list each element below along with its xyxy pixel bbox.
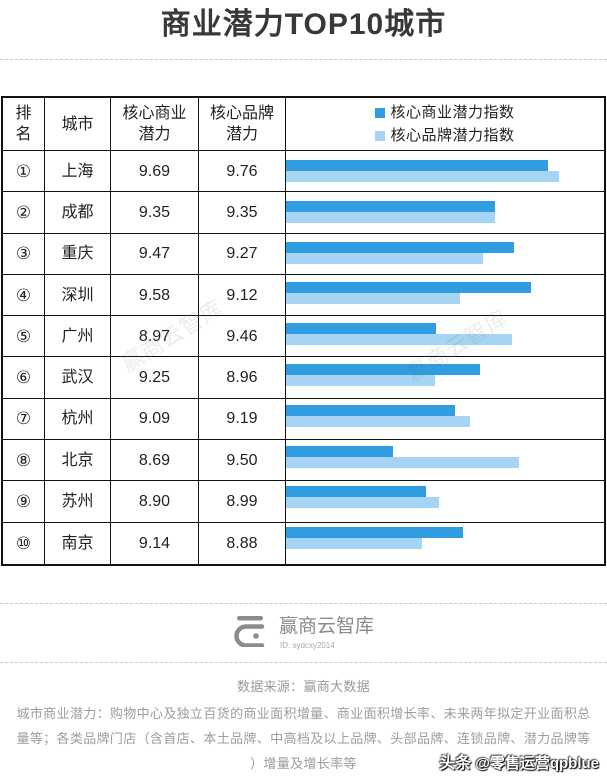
- note-line: 城市商业潜力：购物中心及独立百货的商业面积增量、商业面积增长率、未来两年拟定开业…: [16, 706, 591, 721]
- legend-label-commercial: 核心商业潜力指数: [390, 104, 515, 121]
- bar-cell: [286, 523, 604, 564]
- commercial-value: 9.69: [111, 151, 199, 193]
- brand-value: 8.88: [199, 522, 286, 564]
- platform-brand: 头条: [439, 755, 472, 772]
- header-commercial: 核心商业潜力: [111, 98, 199, 151]
- bar-cell: [286, 234, 604, 275]
- header-rank-label: 排名: [15, 105, 32, 143]
- brand-value: 9.12: [199, 274, 286, 317]
- bar-cell: [286, 440, 604, 482]
- rank-cell: ③: [3, 233, 45, 275]
- header-brand: 核心品牌潜力: [199, 98, 286, 151]
- bar-cell: [286, 399, 604, 441]
- rank-cell: ⑤: [3, 316, 45, 358]
- legend-box: 核心商业潜力指数 核心品牌潜力指数: [375, 102, 514, 146]
- city-cell: 武汉: [45, 357, 111, 399]
- rank-cell: ②: [3, 192, 45, 234]
- bar-cell: [286, 192, 604, 234]
- brand-value: 8.99: [199, 481, 286, 523]
- city-cell: 南京: [45, 522, 111, 564]
- header-city-label: 城市: [61, 115, 94, 133]
- commercial-value: 9.58: [111, 274, 199, 317]
- rank-cell: ⑥: [3, 357, 45, 399]
- bar-cell: [286, 316, 604, 358]
- city-cell: 广州: [45, 316, 111, 358]
- legend-item-brand: 核心品牌潜力指数: [375, 125, 514, 146]
- city-cell: 苏州: [45, 481, 111, 523]
- commercial-value: 9.25: [111, 357, 199, 399]
- logo-name: 赢商云智库: [279, 616, 375, 637]
- city-cell: 成都: [45, 192, 111, 234]
- commercial-value: 9.47: [111, 233, 199, 275]
- divider-footer-top: [0, 603, 607, 604]
- city-cell: 北京: [45, 440, 111, 482]
- commercial-value: 9.09: [111, 398, 199, 441]
- header-city: 城市: [45, 98, 111, 151]
- rank-cell: ⑩: [3, 522, 45, 564]
- brand-value: 9.50: [199, 440, 286, 482]
- bar-cell: [286, 481, 604, 523]
- legend-swatch-commercial: [375, 107, 386, 118]
- legend-swatch-brand: [375, 130, 386, 141]
- rank-cell: ⑧: [3, 440, 45, 482]
- platform-watermark: 头条 @零售运营qpblue: [439, 749, 599, 773]
- data-source: 数据来源：赢商大数据: [236, 679, 370, 694]
- legend-item-commercial: 核心商业潜力指数: [375, 102, 514, 123]
- commercial-value: 8.69: [111, 440, 199, 482]
- bar-cell: [286, 357, 604, 399]
- commercial-value: 8.97: [111, 316, 199, 358]
- bar-cell: [286, 275, 604, 317]
- header-brand-label: 核心品牌潜力: [209, 105, 274, 143]
- brand-value: 8.96: [199, 357, 286, 399]
- commercial-value: 9.35: [111, 192, 199, 234]
- divider-top: [0, 59, 607, 60]
- header-rank: 排名: [3, 98, 45, 151]
- city-cell: 深圳: [45, 274, 111, 317]
- rank-cell: ⑦: [3, 398, 45, 441]
- city-cell: 上海: [45, 151, 111, 193]
- page-title: 商业潜力TOP10城市: [160, 8, 447, 41]
- brand-value: 9.46: [199, 316, 286, 358]
- commercial-value: 8.90: [111, 481, 199, 523]
- definition-note: 城市商业潜力：购物中心及独立百货的商业面积增量、商业面积增长率、未来两年拟定开业…: [0, 701, 607, 776]
- note-line: 量等；各类品牌门店（含首店、本土品牌、中高档及以上品牌、头部品牌、连锁品牌、潜力…: [16, 731, 591, 746]
- city-cell: 重庆: [45, 233, 111, 275]
- ranking-table: 排名 城市 核心商业潜力 核心品牌潜力 核心商业潜力指数 核心品牌潜力指数 ① …: [1, 96, 606, 566]
- city-cell: 杭州: [45, 398, 111, 441]
- note-line: ）增量及增长率等: [250, 756, 357, 771]
- rank-cell: ⑨: [3, 481, 45, 523]
- chart-legend: 核心商业潜力指数 核心品牌潜力指数: [286, 98, 604, 151]
- rank-cell: ④: [3, 274, 45, 317]
- commercial-value: 9.14: [111, 522, 199, 564]
- bar-cell: [286, 151, 604, 193]
- brand-value: 9.27: [199, 233, 286, 275]
- divider-footer-bottom: [0, 662, 607, 663]
- legend-label-brand: 核心品牌潜力指数: [390, 127, 515, 144]
- header-commercial-label: 核心商业潜力: [122, 105, 187, 143]
- brand-value: 9.76: [199, 151, 286, 193]
- brand-value: 9.35: [199, 192, 286, 234]
- logo-id: ID: sydcxy2014: [280, 641, 335, 650]
- yingshang-logo-icon: [234, 616, 265, 647]
- rank-cell: ①: [3, 151, 45, 193]
- platform-account: @零售运营qpblue: [475, 755, 599, 772]
- brand-value: 9.19: [199, 398, 286, 441]
